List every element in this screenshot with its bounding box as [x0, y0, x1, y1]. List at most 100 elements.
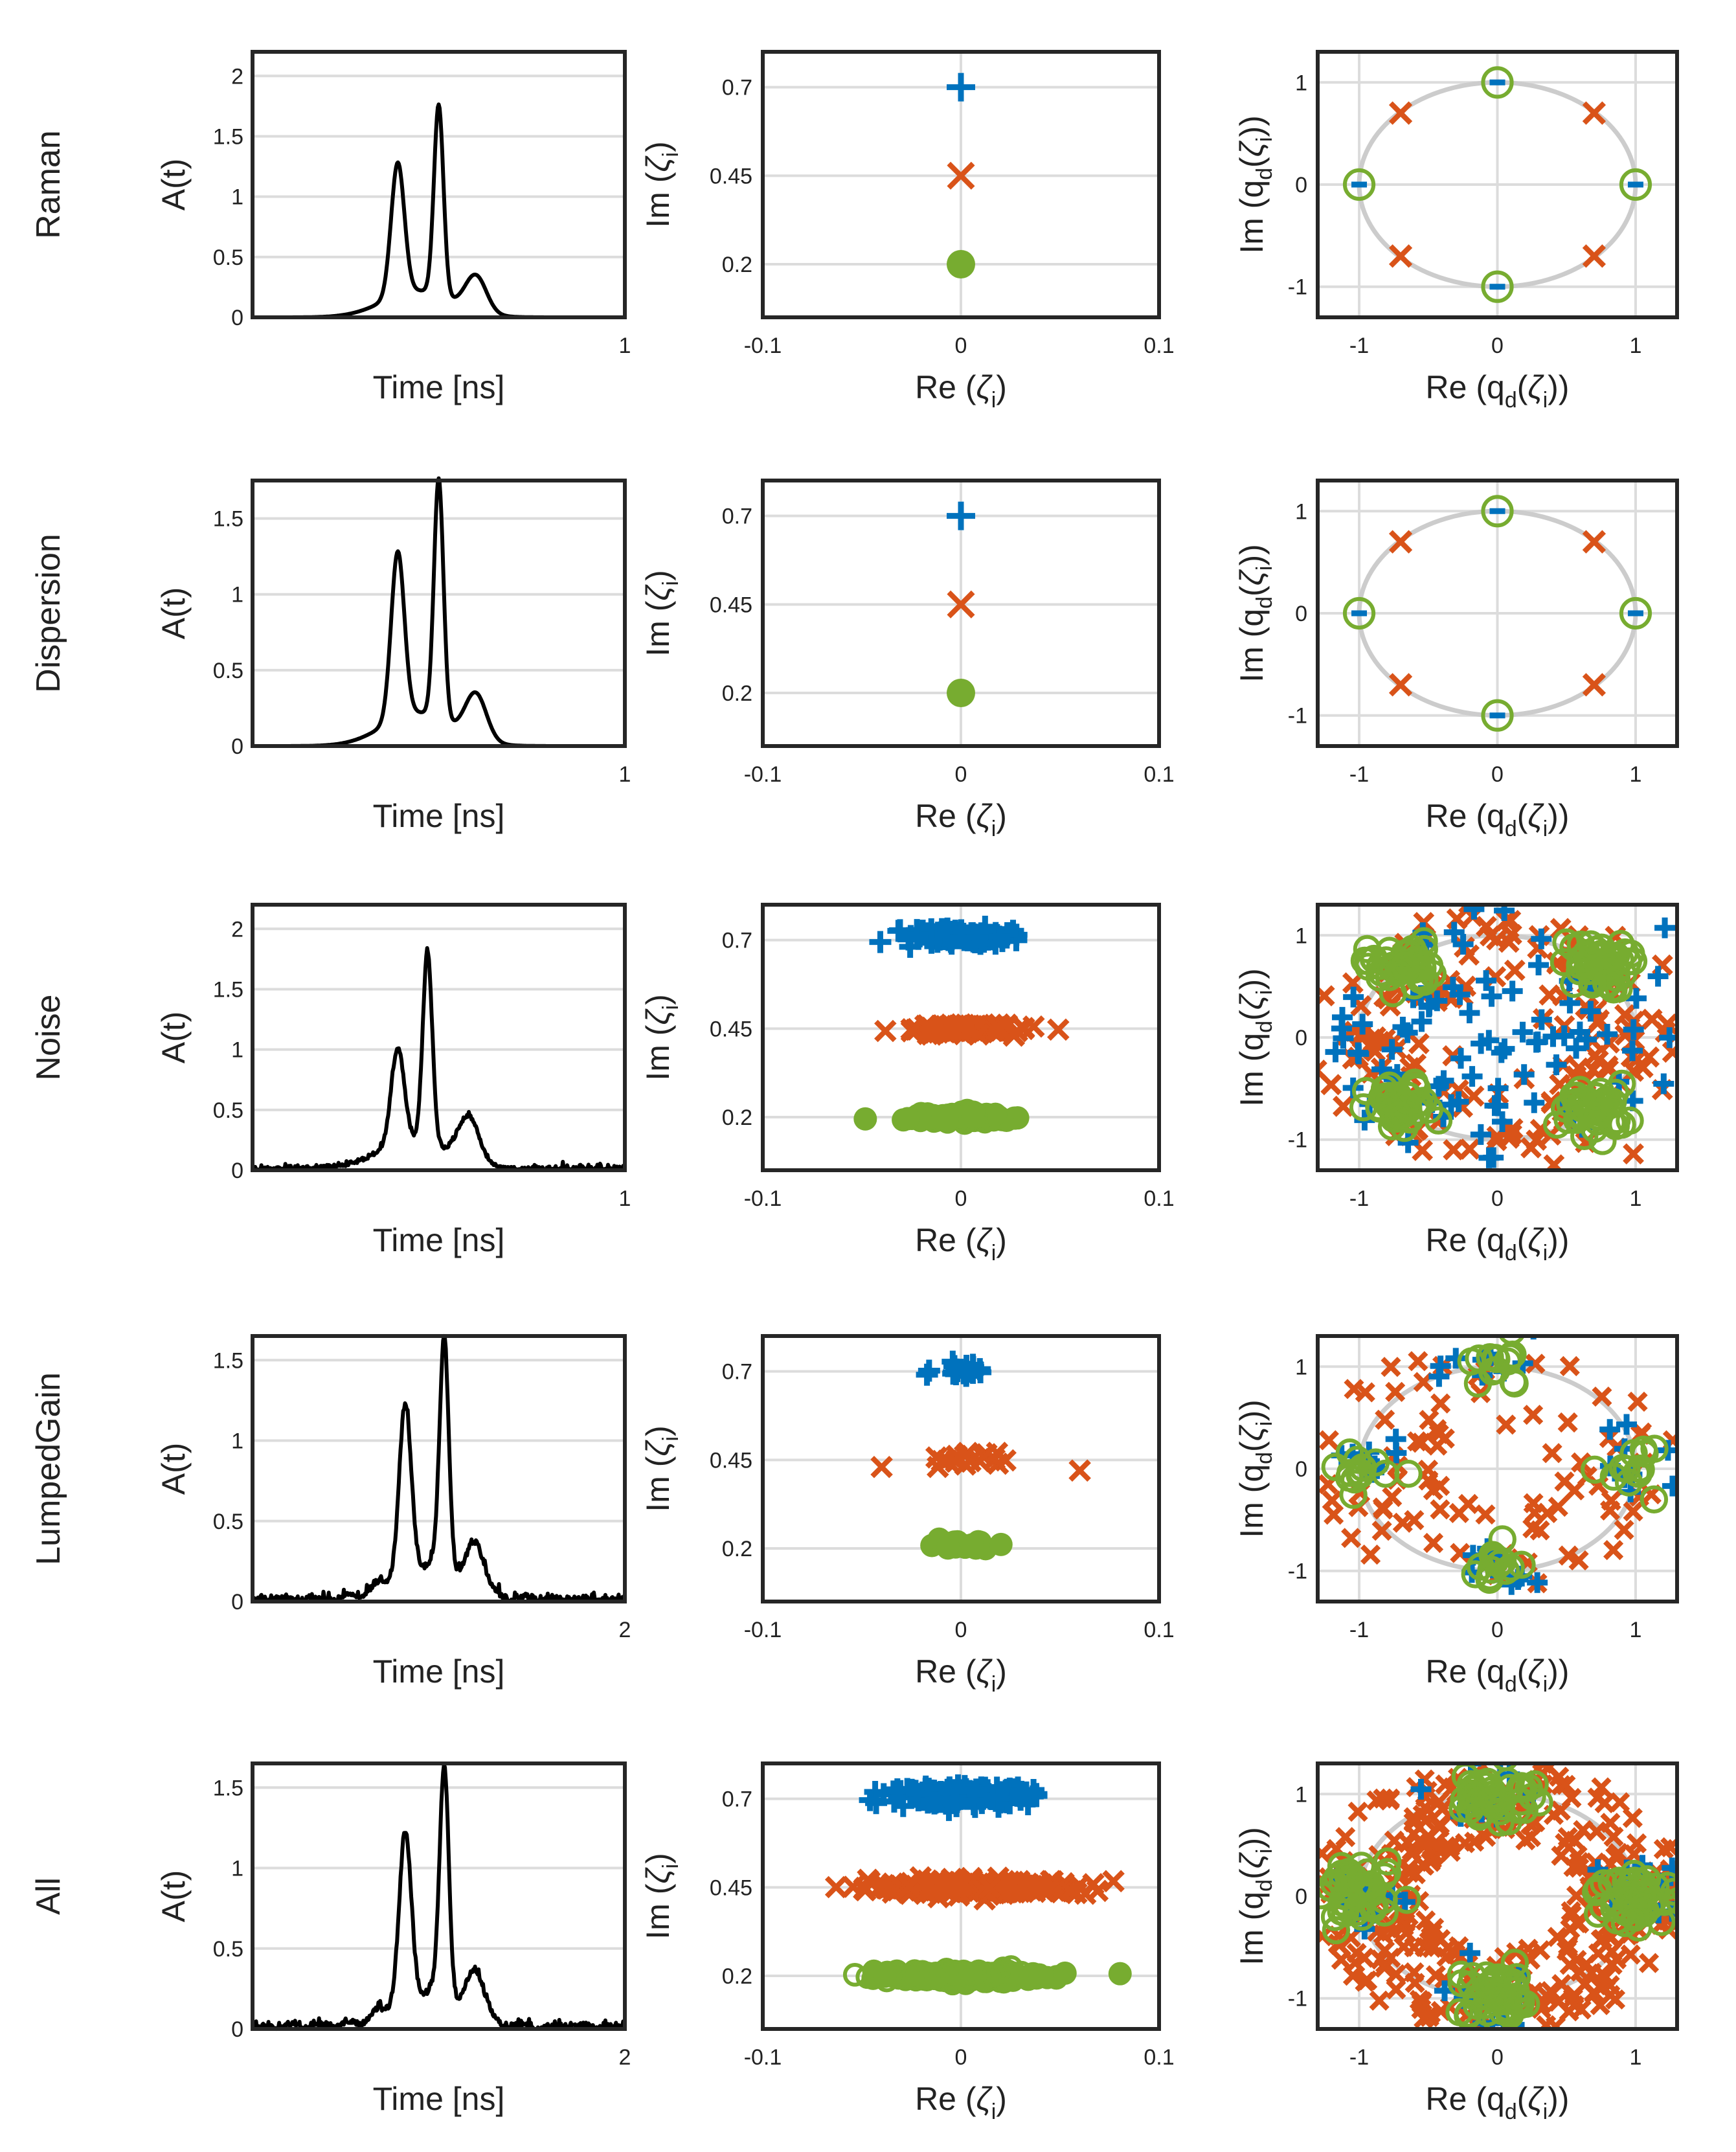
time-xlabel: Time [ns]: [373, 1653, 505, 1690]
qd-ytick-label: 0: [1295, 602, 1307, 626]
eigenvalue-cross-marker: [967, 1023, 990, 1046]
eig-xtick-label: 0: [955, 762, 967, 787]
time-panel-frame: [251, 1334, 627, 1603]
qd-circle-marker: [1384, 1101, 1413, 1130]
eigenvalue-outlier-cross-marker: [870, 1455, 893, 1478]
eigenvalue-circle-marker: [873, 1964, 897, 1988]
qd-plus-marker: [1452, 934, 1474, 955]
time-ytick-label: 1.5: [213, 507, 243, 532]
time-ytick-label: 1: [231, 583, 243, 607]
eigenvalue-cross-marker: [947, 590, 975, 618]
eigenvalue-cross-marker: [1047, 1018, 1070, 1041]
time-panel: 0 0.5 1 1.5 2 Time [ns] A(t): [155, 1333, 631, 1690]
eig-ylabel: Im (ζi): [640, 1425, 683, 1512]
qd-circle-marker: [1630, 1439, 1659, 1468]
qd-circle-marker: [1350, 946, 1379, 975]
qd-circle-marker: [1576, 930, 1605, 958]
eig-ytick-label: 0.45: [710, 1017, 752, 1041]
qd-cross-marker: [1318, 1430, 1339, 1451]
qd-cross-marker: [1623, 1143, 1644, 1165]
qd-circle-marker: [1654, 1872, 1677, 1900]
eigenvalue-cross-marker: [898, 1875, 921, 1897]
qd-plus-marker: [1443, 922, 1465, 943]
qd-cross-marker: [1388, 101, 1413, 125]
qd-cross-marker: [1335, 1827, 1356, 1848]
qd-cross-marker: [1542, 1443, 1562, 1464]
time-panel-frame: [251, 479, 627, 748]
time-xlabel: Time [ns]: [373, 369, 505, 405]
eigenvalue-plus-marker: [888, 919, 911, 942]
eigenvalue-cross-marker: [986, 1442, 1009, 1464]
qd-plus-marker: [1386, 1442, 1407, 1464]
qd-cross-marker: [1522, 1518, 1543, 1539]
qd-cross-marker: [1375, 1940, 1395, 1961]
qd-cross-marker: [1427, 1435, 1448, 1456]
qd-xtick-label: 1: [1630, 1618, 1642, 1642]
qd-cross-marker: [1415, 1797, 1436, 1818]
qd-circle-marker: [1627, 1455, 1655, 1484]
time-ytick-label: 0.5: [213, 245, 243, 270]
qd-plus-marker: [1445, 1348, 1467, 1369]
qd-cross-marker: [1561, 1787, 1582, 1808]
qd-cross-marker: [1548, 1497, 1568, 1517]
qd-circle-marker: [1375, 1085, 1404, 1113]
qd-cross-marker: [1523, 1405, 1544, 1425]
qd-cross-marker: [1504, 959, 1526, 981]
row-label: Noise: [30, 995, 67, 1081]
time-panel-frame: [251, 50, 627, 319]
qd-cross-marker: [1559, 2001, 1579, 2022]
qd-cross-marker: [1627, 1391, 1648, 1412]
qd-cross-marker: [1341, 1528, 1362, 1548]
qd-circle-marker: [1616, 1106, 1644, 1135]
eig-ytick-label: 0.7: [722, 1360, 752, 1385]
qd-xlabel: Re (qd(ζi)): [1426, 1222, 1570, 1265]
eigenvalue-cross-marker: [978, 1876, 1002, 1899]
qd-plus-marker: [1442, 977, 1463, 998]
qd-circle-marker: [1597, 1108, 1626, 1137]
qd-plus-marker: [1352, 1014, 1373, 1035]
qd-xlabel: Re (qd(ζi)): [1426, 369, 1570, 413]
qd-circle-marker: [1507, 1550, 1536, 1579]
qd-cross-marker: [1623, 1501, 1643, 1522]
qd-cross-marker: [1430, 1393, 1451, 1414]
qd-circle-marker: [1457, 1779, 1486, 1807]
qd-circle-marker: [1481, 270, 1514, 303]
qd-cross-marker: [1407, 1431, 1428, 1452]
row-raman: Raman 0 0.5 1 1.5 2 1 Time [ns] A(t) 0.2 0.45 0.7 -0…: [30, 50, 1679, 413]
qd-cross-marker: [1582, 673, 1606, 697]
eig-xtick-label: 0.1: [1144, 762, 1174, 787]
qd-cross-marker: [1412, 1991, 1433, 2012]
eigenvalue-plus-marker: [907, 1783, 929, 1806]
qd-cross-marker: [1656, 1013, 1677, 1035]
qd-cross-marker: [1600, 1985, 1621, 2006]
qd-plus-marker: [1397, 1132, 1419, 1153]
qd-points: [1342, 495, 1652, 732]
qd-circle-marker: [1582, 1877, 1610, 1907]
qd-circle-marker: [1354, 1871, 1382, 1900]
qd-plus-marker: [1418, 996, 1439, 1017]
qd-xtick-label: -1: [1349, 1186, 1369, 1211]
time-panel: 0 0.5 1 1.5 2 1 Time [ns] A(t): [155, 903, 631, 1258]
qd-cross-marker: [1588, 1943, 1608, 1964]
eig-ytick-label: 0.7: [722, 504, 752, 529]
qd-cross-marker: [1571, 1452, 1592, 1473]
eig-ytick-label: 0.7: [722, 929, 752, 953]
qd-cross-marker: [1354, 1947, 1375, 1968]
eigenvalue-cross-marker: [930, 1449, 953, 1473]
qd-circle-marker: [1343, 1445, 1371, 1474]
qd-points: [1318, 905, 1677, 1170]
eig-xtick-label: -0.1: [744, 762, 782, 787]
qd-circle-marker: [1570, 1122, 1599, 1150]
qd-plus-marker: [1430, 1355, 1451, 1377]
qd-plus-marker: [1478, 1147, 1500, 1168]
qd-cross-marker: [1432, 1798, 1453, 1819]
time-ylabel: A(t): [155, 587, 192, 640]
eigenvalue-plus-marker: [984, 933, 1007, 955]
qd-circle-marker: [1465, 1786, 1494, 1815]
qd-ylabel: Im (qd(ζi)): [1234, 1399, 1277, 1538]
qd-plus-marker: [1616, 1414, 1638, 1435]
qd-plus-marker: [1494, 1038, 1515, 1059]
qd-circle-marker: [1617, 939, 1645, 968]
qd-plus-marker: [1463, 905, 1485, 920]
qd-circle-marker: [1323, 1863, 1352, 1892]
